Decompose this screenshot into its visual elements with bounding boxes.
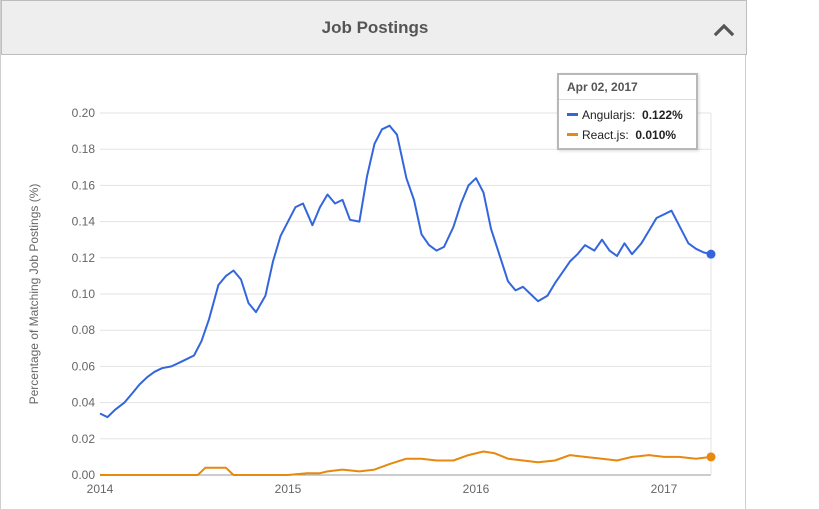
y-tick-label: 0.14 <box>72 215 96 229</box>
y-tick-label: 0.00 <box>72 468 96 482</box>
panel-title: Job Postings <box>321 18 429 37</box>
y-tick-label: 0.20 <box>72 106 96 120</box>
tooltip-date: Apr 02, 2017 <box>567 80 638 94</box>
reactjs-swatch <box>567 133 578 137</box>
job-postings-chart: 0.00 0.02 0.04 0.06 0.08 0.10 0.12 0.14 0.16 0.18… <box>27 106 716 496</box>
series-lines <box>99 124 716 476</box>
series-endpoint-angularjs[interactable] <box>706 249 716 259</box>
angularjs-swatch <box>567 113 578 117</box>
y-axis-label: Percentage of Matching Job Postings (%) <box>27 184 41 405</box>
tooltip-series-value: 0.122% <box>642 108 683 122</box>
y-tick-label: 0.16 <box>72 178 96 192</box>
hover-tooltip: Apr 02, 2017 Angularjs: 0.122% React.js:… <box>557 73 698 150</box>
tooltip-series-name: Angularjs <box>582 108 633 122</box>
series-line-angularjs <box>99 124 712 419</box>
panel-header[interactable]: Job Postings <box>1 0 747 55</box>
y-tick-label: 0.06 <box>72 359 96 373</box>
series-endpoint-reactjs[interactable] <box>706 452 716 462</box>
tooltip-series-name: React.js <box>582 128 626 142</box>
tooltip-divider <box>559 99 696 100</box>
y-tick-label: 0.04 <box>72 396 96 410</box>
tooltip-row-reactjs: React.js: 0.010% <box>567 127 676 143</box>
x-tick-label: 2017 <box>651 482 678 496</box>
x-tick-label: 2014 <box>87 482 114 496</box>
chevron-up-icon[interactable] <box>707 15 741 43</box>
tooltip-series-value: 0.010% <box>635 128 677 142</box>
tooltip-row-angularjs: Angularjs: 0.122% <box>567 107 683 123</box>
y-tick-label: 0.02 <box>72 432 96 446</box>
grid-lines <box>100 112 712 476</box>
y-tick-label: 0.08 <box>72 323 96 337</box>
series-line-reactjs <box>100 450 712 476</box>
x-tick-labels: 2014 2015 2016 2017 <box>87 482 678 496</box>
x-tick-label: 2015 <box>275 482 302 496</box>
x-tick-label: 2016 <box>463 482 490 496</box>
y-tick-labels: 0.00 0.02 0.04 0.06 0.08 0.10 0.12 0.14 0.16 0.18… <box>72 106 96 482</box>
y-tick-label: 0.12 <box>72 251 96 265</box>
y-tick-label: 0.18 <box>72 142 96 156</box>
y-tick-label: 0.10 <box>72 287 96 301</box>
